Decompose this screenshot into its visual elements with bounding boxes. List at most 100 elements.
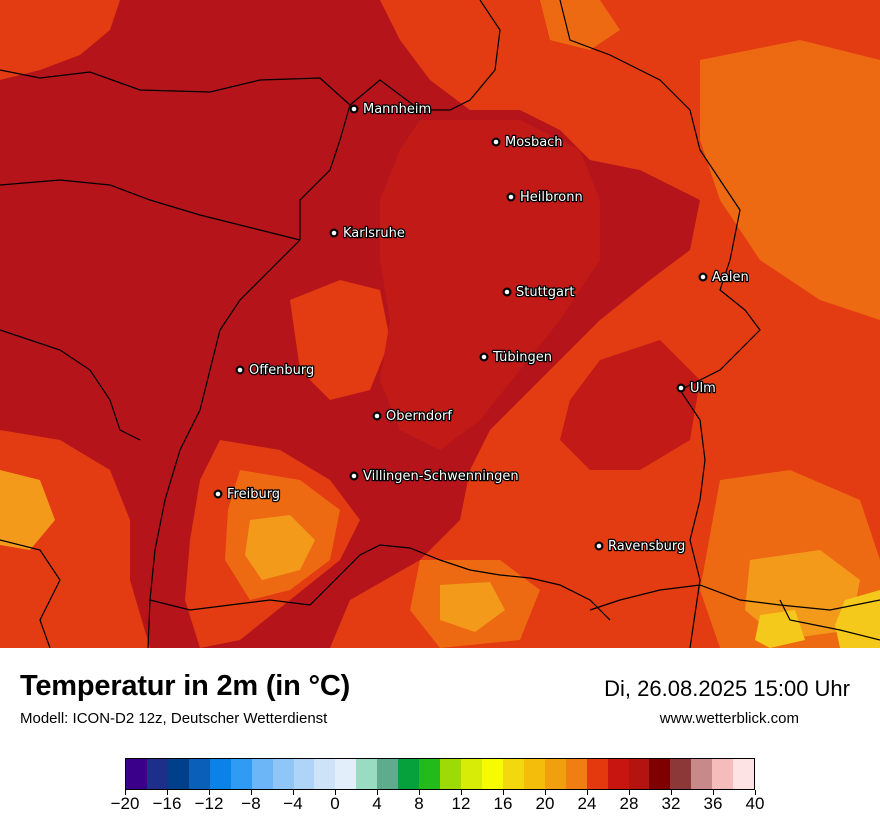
city-label-heilbronn: Heilbronn	[520, 190, 583, 205]
colorbar-tick	[754, 790, 756, 795]
city-label-stuttgart: Stuttgart	[516, 285, 574, 300]
state-border	[0, 69, 351, 240]
colorbar-segment	[712, 759, 734, 789]
colorbar-tick	[502, 790, 504, 795]
colorbar-tick	[712, 790, 714, 795]
city-label-villingen-schwenningen: Villingen-Schwenningen	[363, 469, 519, 484]
colorbar-tick	[418, 790, 420, 795]
colorbar-tick-label: 20	[535, 794, 555, 813]
colorbar-tick	[670, 790, 672, 795]
colorbar-segment	[335, 759, 357, 789]
colorbar-tick-label: 40	[745, 794, 765, 813]
city-label-aalen: Aalen	[712, 270, 749, 285]
colorbar-tick-label: −8	[241, 794, 261, 813]
city-label-t-bingen: Tübingen	[492, 350, 552, 365]
temperature-colorbar	[125, 758, 755, 790]
colorbar-tick	[124, 790, 126, 795]
colorbar-segment	[209, 759, 231, 789]
city-marker-mosbach	[491, 137, 501, 147]
colorbar-tick-label: −12	[194, 794, 224, 813]
colorbar-tick	[544, 790, 546, 795]
colorbar-segment	[607, 759, 629, 789]
colorbar-tick	[628, 790, 630, 795]
colorbar-segment	[523, 759, 545, 789]
temp-area-yellow	[835, 590, 880, 648]
temp-area-orange	[540, 0, 620, 50]
city-marker-ravensburg	[594, 541, 604, 551]
colorbar-segment	[733, 759, 755, 789]
city-label-mannheim: Mannheim	[363, 102, 431, 117]
colorbar-segment	[565, 759, 587, 789]
state-border	[349, 0, 501, 111]
colorbar-tick-label: 16	[493, 794, 513, 813]
colorbar-tick-label: 24	[577, 794, 597, 813]
state-border	[559, 0, 761, 648]
city-marker-freiburg	[213, 489, 223, 499]
city-label-offenburg: Offenburg	[249, 363, 314, 378]
forecast-datetime: Di, 26.08.2025 15:00 Uhr	[604, 676, 850, 701]
colorbar-tick-label: 28	[619, 794, 639, 813]
map-canvas: Mannheim Mosbach Heilbronn Karlsruhe Aalen St…	[0, 0, 880, 648]
city-marker-oberndorf	[372, 411, 382, 421]
colorbar-segment	[356, 759, 378, 789]
state-border	[0, 539, 61, 648]
city-label-ulm: Ulm	[690, 381, 716, 396]
colorbar-tick-label: −4	[283, 794, 303, 813]
colorbar-tick	[460, 790, 462, 795]
colorbar-segment	[670, 759, 692, 789]
swiss-border	[149, 574, 341, 611]
colorbar-segment	[440, 759, 461, 789]
temp-area-orange-red	[290, 280, 390, 400]
colorbar-segment	[691, 759, 713, 789]
austria-border	[589, 584, 880, 611]
city-label-karlsruhe: Karlsruhe	[343, 226, 405, 241]
temp-area-dark-red	[560, 340, 700, 470]
colorbar-tick-label: 0	[330, 794, 340, 813]
colorbar-segment	[398, 759, 420, 789]
temp-area-dark-red	[380, 120, 600, 450]
colorbar-segment	[628, 759, 650, 789]
temp-area-orange-red	[0, 0, 120, 80]
colorbar-segment	[649, 759, 671, 789]
colorbar-segment	[461, 759, 482, 789]
colorbar-tick	[292, 790, 294, 795]
city-marker-ulm	[676, 383, 686, 393]
temp-area-orange	[700, 40, 880, 320]
lake-border	[339, 544, 611, 621]
colorbar-segment	[419, 759, 441, 789]
temp-area-yellow	[755, 610, 805, 648]
colorbar-segment	[251, 759, 273, 789]
state-border	[779, 599, 880, 641]
temperature-map: Mannheim Mosbach Heilbronn Karlsruhe Aalen St…	[0, 0, 880, 648]
colorbar-segment	[167, 759, 189, 789]
colorbar-segment	[146, 759, 168, 789]
colorbar-tick	[250, 790, 252, 795]
colorbar-segment	[126, 759, 147, 789]
website-link[interactable]: www.wetterblick.com	[659, 710, 799, 727]
colorbar-tick-label: 32	[661, 794, 681, 813]
colorbar-tick	[586, 790, 588, 795]
city-marker-offenburg	[235, 365, 245, 375]
map-footer: Temperatur in 2m (in °C) Modell: ICON-D2…	[0, 648, 880, 830]
temp-area-light-orange	[245, 515, 315, 580]
map-title: Temperatur in 2m (in °C)	[20, 670, 351, 702]
colorbar-ticks: −20 −16 −12 −8 −4 0 4 8 12 16 20 24 28 32 36 40	[111, 790, 764, 820]
temperature-areas	[0, 0, 880, 648]
colorbar-tick-label: −20	[110, 794, 140, 813]
city-label-mosbach: Mosbach	[505, 135, 563, 150]
colorbar-segment	[230, 759, 252, 789]
colorbar-tick	[334, 790, 336, 795]
state-border	[0, 179, 301, 241]
colorbar-segment	[502, 759, 524, 789]
city-marker-villingen-schwenningen	[349, 471, 359, 481]
borders	[0, 0, 880, 648]
city-markers: Mannheim Mosbach Heilbronn Karlsruhe Aalen St…	[213, 101, 750, 555]
city-marker-karlsruhe	[329, 228, 339, 238]
city-marker-heilbronn	[506, 192, 516, 202]
temp-area-light-orange	[0, 470, 55, 550]
colorbar-segment	[481, 759, 503, 789]
colorbar-tick	[376, 790, 378, 795]
colorbar-segment	[272, 759, 294, 789]
colorbar-segment	[544, 759, 566, 789]
colorbar-tick	[208, 790, 210, 795]
